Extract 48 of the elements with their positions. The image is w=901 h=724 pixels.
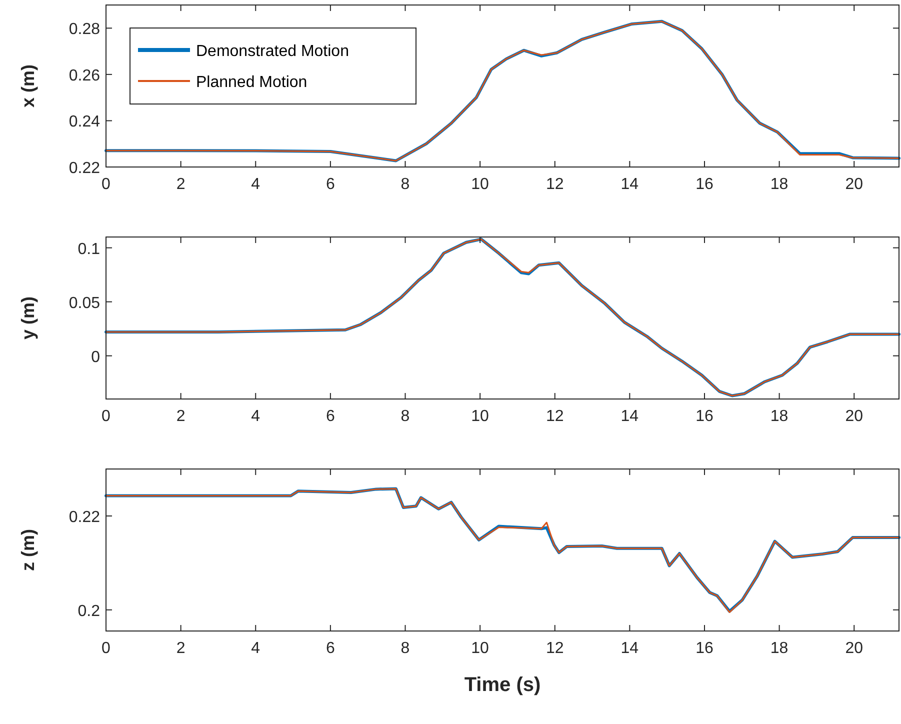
x-tick-label: 20 [845,408,864,425]
x-tick-label: 16 [696,176,714,193]
x-tick-label: 18 [770,408,788,425]
y-axis-title: z (m) [18,529,38,571]
y-tick-label: 0.26 [68,67,100,84]
y-tick-label: 0.28 [68,21,100,38]
x-tick-label: 18 [770,640,788,657]
x-tick-label: 4 [251,640,260,657]
y-tick-label: 0.1 [78,240,100,258]
x-tick-label: 4 [251,176,260,193]
legend-label: Planned Motion [196,74,308,91]
x-tick-label: 12 [546,176,564,193]
x-tick-label: 0 [102,408,111,425]
x-tick-label: 12 [546,408,564,425]
x-tick-label: 14 [620,408,639,425]
x-tick-label: 14 [620,176,639,193]
x-tick-label: 18 [770,176,788,193]
x-tick-label: 10 [471,408,490,425]
y-axis-title: y (m) [18,296,38,340]
x-tick-label: 12 [546,640,564,657]
legend-label: Demonstrated Motion [196,43,349,60]
x-tick-label: 6 [326,176,335,193]
y-axis-title: x (m) [18,64,38,108]
y-tick-label: 0.22 [68,508,100,526]
y-tick-label: 0.24 [68,114,100,131]
x-tick-label: 20 [845,176,864,193]
x-tick-label: 2 [176,408,186,425]
x-tick-label: 6 [326,408,335,425]
y-tick-label: 0 [91,348,100,366]
x-tick-label: 16 [696,640,714,657]
x-tick-label: 8 [400,176,410,193]
x-axis-title: Time (s) [464,674,541,696]
y-tick-label: 0.22 [68,160,100,177]
x-tick-label: 10 [471,176,490,193]
x-tick-label: 0 [102,176,111,193]
x-tick-label: 6 [326,640,335,657]
x-tick-label: 0 [102,640,111,657]
y-tick-label: 0.2 [78,602,100,620]
x-tick-label: 10 [471,640,490,657]
x-tick-label: 20 [845,640,864,657]
x-tick-label: 2 [176,176,186,193]
x-tick-label: 4 [251,408,260,425]
y-tick-label: 0.05 [68,294,100,312]
x-tick-label: 8 [400,408,410,425]
x-tick-label: 2 [176,640,186,657]
x-tick-label: 14 [620,640,639,657]
x-tick-label: 16 [696,408,714,425]
x-tick-label: 8 [400,640,410,657]
